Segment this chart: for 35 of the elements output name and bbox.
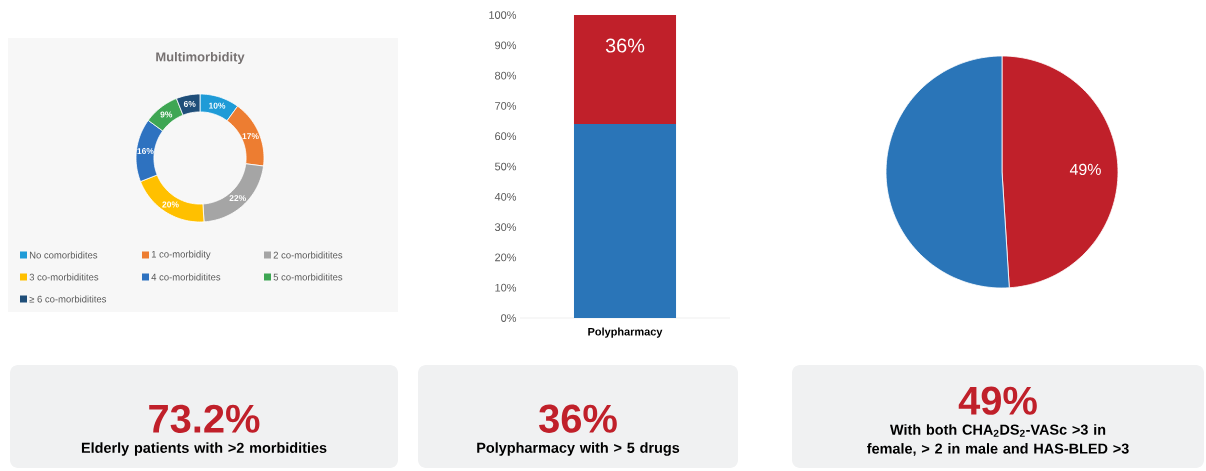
y-tick-label: 100%: [489, 11, 517, 19]
data-label: 17%: [242, 133, 259, 140]
text: Polypharmacy with > 5 drugs: [477, 442, 680, 456]
legend-label: 3 co-morbiditites: [29, 273, 99, 281]
data-label: 49%: [1069, 163, 1101, 176]
legend-label: No comorbidites: [29, 251, 98, 259]
data-label: 36%: [605, 38, 645, 53]
legend-label: 5 co-morbiditites: [273, 273, 343, 281]
legend-label: 4 co-morbiditites: [151, 273, 221, 281]
text: Elderly patients with >2 morbidities: [81, 442, 327, 456]
text: With both CHA$_{2}$DS$_{2}$-VASc >3 in female, > 2 in male and HAS-BLED >3: [867, 424, 1129, 456]
text: 73.2%: [149, 404, 260, 433]
y-tick-label: 60%: [495, 132, 517, 141]
text: 49%: [958, 386, 1037, 415]
data-label: 10%: [209, 102, 226, 109]
data-label: 16%: [137, 148, 154, 155]
data-label: 6%: [183, 100, 196, 107]
y-tick-label: 30%: [494, 223, 517, 231]
y-tick-label: 40%: [494, 192, 517, 201]
legend-label: 1 co-morbidity: [151, 250, 211, 260]
y-tick-label: 20%: [495, 253, 517, 262]
y-tick-label: 90%: [495, 41, 517, 50]
text: 36%: [539, 404, 617, 433]
data-label: 9%: [160, 111, 173, 118]
data-label: 20%: [162, 201, 179, 208]
data-label: 22%: [229, 195, 246, 202]
y-tick-label: 10%: [495, 283, 517, 292]
y-tick-label: 70%: [495, 102, 517, 110]
y-tick-label: 50%: [494, 162, 517, 171]
chart-title: Multimorbidity: [156, 51, 245, 65]
y-tick-label: 80%: [495, 71, 517, 80]
y-tick-label: 0%: [501, 314, 517, 322]
x-tick-label: Polypharmacy: [588, 327, 663, 338]
legend-label: 2 co-morbiditites: [273, 251, 343, 259]
legend-label: ≥ 6 co-morbiditites: [29, 295, 107, 303]
